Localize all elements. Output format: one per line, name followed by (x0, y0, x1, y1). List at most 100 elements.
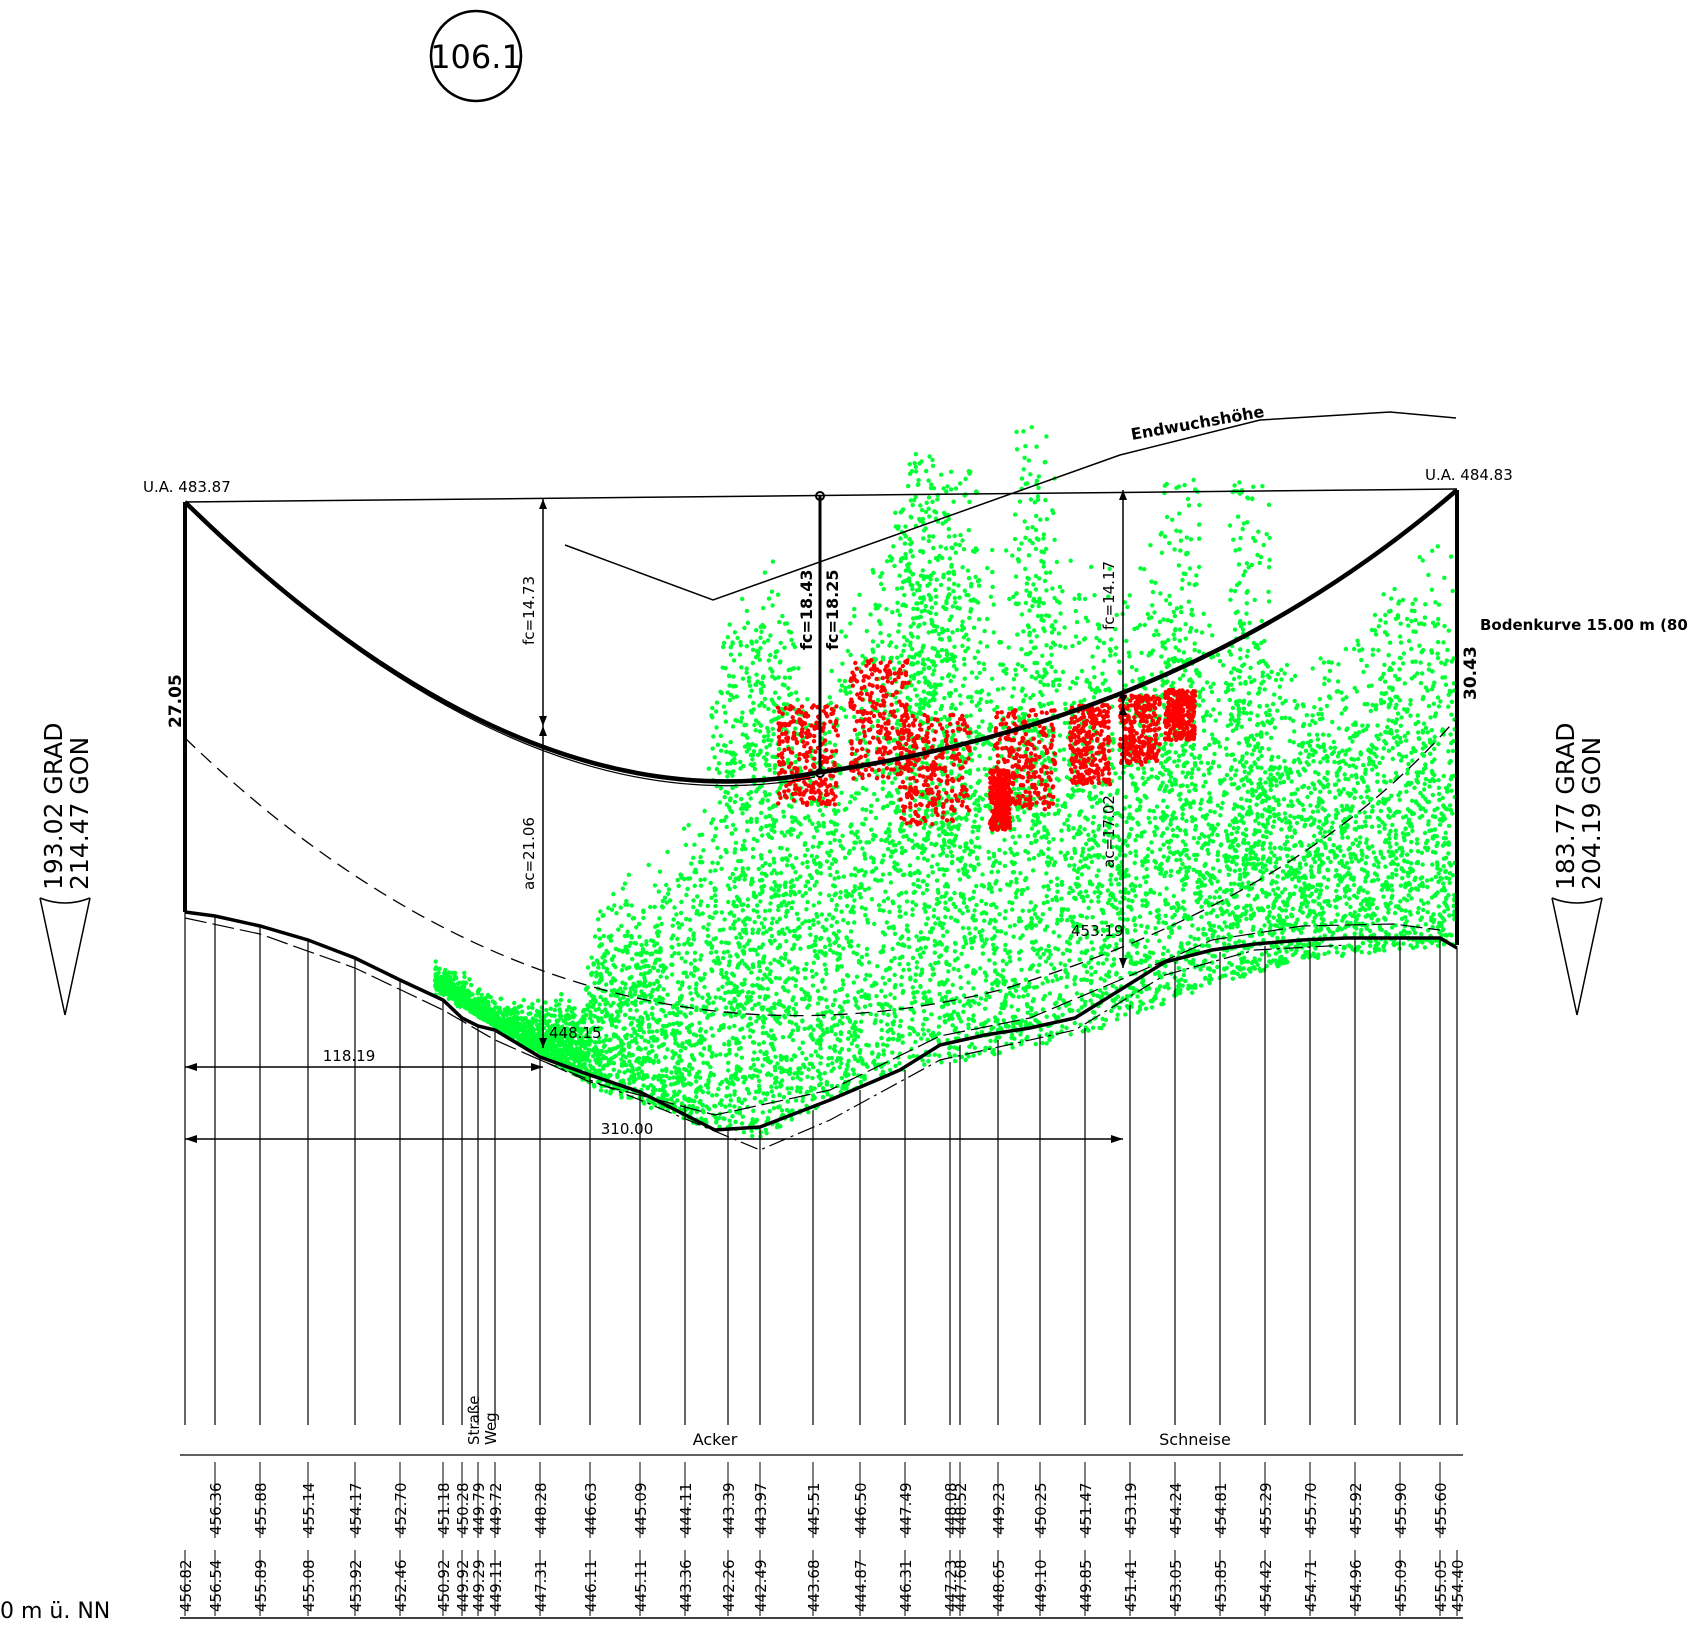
vegetation-point (858, 1029, 864, 1034)
vegetation-point (1011, 934, 1016, 939)
vegetation-point (770, 916, 775, 921)
vegetation-point (916, 938, 922, 943)
vegetation-point (1126, 650, 1132, 655)
vegetation-point (751, 908, 756, 913)
vegetation-point (930, 967, 936, 972)
vegetation-point (710, 1093, 715, 1098)
vegetation-point (816, 900, 822, 905)
vegetation-point (1106, 969, 1112, 975)
vegetation-point (681, 826, 687, 831)
vegetation-point (824, 859, 830, 864)
vegetation-point (888, 880, 894, 885)
vegetation-point (836, 801, 841, 807)
vegetation-point (1413, 618, 1418, 623)
vegetation-point (711, 1000, 716, 1005)
vegetation-point (890, 946, 895, 952)
vegetation-point (765, 737, 771, 743)
vegetation-point (1390, 756, 1396, 762)
vegetation-point (1438, 699, 1443, 704)
vegetation-point (1378, 808, 1384, 814)
vegetation-point (757, 1069, 763, 1074)
vegetation-point (1059, 896, 1064, 901)
vegetation-point (1230, 976, 1236, 981)
vegetation-point (702, 984, 707, 990)
vegetation-point (1072, 867, 1077, 872)
vegetation-point (642, 1038, 648, 1043)
vegetation-point (1192, 641, 1197, 646)
vegetation-point (1381, 894, 1386, 899)
vegetation-point (1303, 748, 1309, 753)
vegetation-point (627, 1059, 632, 1064)
vegetation-point (961, 900, 967, 905)
vegetation-point (1178, 827, 1183, 833)
vegetation-point (1089, 899, 1094, 904)
vegetation-point (1448, 732, 1453, 737)
vegetation-point (543, 1013, 548, 1018)
vegetation-point (1321, 822, 1326, 827)
vegetation-point (934, 896, 940, 902)
vegetation-point (1267, 959, 1272, 964)
vegetation-point (1163, 759, 1168, 764)
vegetation-point (1389, 596, 1394, 601)
vegetation-point (1207, 791, 1212, 796)
vegetation-point (895, 586, 900, 591)
vegetation-point (962, 935, 967, 940)
vegetation-point (1273, 898, 1279, 903)
vegetation-point (596, 965, 601, 970)
vegetation-point (744, 666, 749, 671)
vegetation-point (1040, 981, 1045, 986)
vegetation-point (972, 908, 977, 913)
vegetation-point (719, 968, 724, 973)
vegetation-point (1027, 538, 1033, 543)
vegetation-point (923, 909, 928, 914)
vegetation-point (872, 1058, 877, 1064)
vegetation-point (734, 793, 739, 798)
vegetation-point (809, 853, 814, 859)
vegetation-point (862, 977, 868, 982)
vegetation-point (1300, 925, 1305, 931)
vegetation-point (1053, 973, 1058, 978)
vegetation-point (1361, 800, 1366, 805)
vegetation-point (920, 760, 925, 765)
vegetation-point (1425, 688, 1430, 693)
vegetation-point (757, 959, 762, 965)
vegetation-point (1204, 911, 1209, 916)
vegetation-point (1011, 594, 1016, 600)
vegetation-point (1340, 831, 1345, 836)
vegetation-point (642, 971, 648, 976)
vegetation-point (1405, 767, 1411, 772)
vegetation-point (910, 634, 915, 639)
vegetation-point (984, 772, 989, 778)
vegetation-point (811, 1027, 816, 1033)
vegetation-point (490, 999, 496, 1004)
vegetation-point (1148, 543, 1153, 548)
vegetation-point (1316, 866, 1322, 872)
vegetation-point (668, 898, 673, 903)
vegetation-point (995, 704, 1000, 710)
vegetation-point (873, 602, 878, 607)
vegetation-point (1079, 950, 1084, 955)
vegetation-point (1432, 746, 1437, 752)
vegetation-point (1023, 667, 1028, 672)
vegetation-point (778, 1057, 784, 1062)
vegetation-point (759, 921, 764, 926)
vegetation-point (675, 1006, 680, 1011)
vegetation-point (1099, 920, 1105, 925)
vegetation-point (924, 1017, 929, 1022)
vegetation-point (772, 1064, 778, 1070)
vegetation-point (1275, 886, 1281, 891)
span-id-label: 106.1 (430, 38, 522, 76)
vegetation-point (830, 1016, 835, 1021)
vegetation-point (703, 1029, 709, 1034)
vegetation-point (798, 946, 803, 951)
vegetation-point (1425, 900, 1431, 905)
vegetation-point (875, 718, 881, 724)
vegetation-point (1164, 886, 1169, 891)
vegetation-point (918, 946, 923, 951)
vegetation-point (1263, 863, 1268, 868)
vegetation-point (593, 1057, 598, 1063)
vegetation-point (730, 1114, 735, 1119)
vegetation-point (1046, 846, 1051, 852)
vegetation-point (1083, 889, 1089, 894)
vegetation-point (838, 688, 843, 693)
